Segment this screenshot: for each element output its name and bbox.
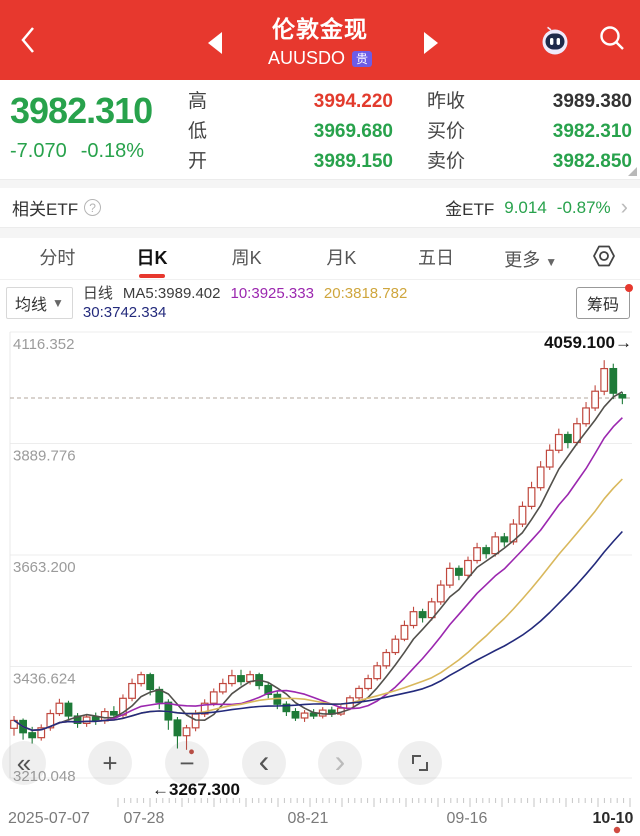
svg-text:3210.048: 3210.048 — [13, 768, 76, 785]
tab-monthly-k[interactable]: 月K — [326, 247, 357, 268]
legend-ma20: 20:3818.782 — [323, 285, 408, 302]
quote-row-open: 开 3989.150 — [188, 151, 393, 172]
chevron-down-icon: ▼ — [545, 254, 558, 269]
back-button[interactable] — [0, 0, 56, 80]
svg-text:3436.624: 3436.624 — [13, 671, 76, 688]
svg-text:10-10: 10-10 — [593, 810, 634, 827]
quote-panel: 3982.310 -7.070 -0.18% 高 3994.220 低 3969.6… — [0, 80, 640, 180]
svg-text:←3267.300: ←3267.300 — [152, 780, 240, 799]
svg-text:2025-07-07: 2025-07-07 — [8, 810, 90, 827]
related-etf-row[interactable]: 相关ETF ? 金ETF 9.014 -0.87% › — [0, 188, 640, 228]
legend-ma10: 10:3925.333 — [230, 285, 314, 302]
legend-period: 日线 — [82, 285, 113, 302]
chevron-down-icon: ▼ — [52, 296, 64, 310]
back-chevron-icon — [20, 26, 36, 54]
chips-distribution-button[interactable]: 筹码 — [575, 284, 633, 319]
svg-text:4116.352: 4116.352 — [13, 336, 74, 353]
prev-instrument-button[interactable] — [208, 32, 222, 54]
search-icon[interactable] — [598, 24, 626, 57]
assistant-robot-icon[interactable] — [538, 23, 572, 57]
tab-daily-k[interactable]: 日K — [105, 238, 200, 280]
zoom-in-button[interactable]: + — [88, 741, 132, 785]
legend-ma30: 30:3742.334 — [82, 304, 167, 321]
chevron-right-icon: › — [334, 743, 346, 779]
quote-row-ask: 卖价 3982.850 — [427, 151, 632, 172]
svg-text:4059.100→: 4059.100→ — [544, 333, 632, 352]
svg-text:3889.776: 3889.776 — [13, 448, 76, 465]
last-price: 3982.310 — [10, 90, 153, 131]
fullscreen-icon — [412, 755, 428, 771]
legend-ma5: MA5:3989.402 — [122, 285, 221, 302]
ma-selector-button[interactable]: 均线 ▼ — [6, 287, 73, 319]
etf-price: 9.014 — [504, 197, 547, 217]
svg-text:07-28: 07-28 — [124, 810, 165, 827]
quote-row-high: 高 3994.220 — [188, 91, 393, 112]
svg-text:08-21: 08-21 — [288, 810, 329, 827]
indicator-bar: 均线 ▼ 日线 MA5:3989.402 10:3925.333 20:3818… — [0, 280, 640, 326]
tab-five-day[interactable]: 五日 — [418, 247, 455, 268]
double-chevron-left-icon: « — [16, 748, 32, 778]
chart-settings-button[interactable] — [578, 243, 630, 274]
pan-left-button[interactable]: ‹ — [242, 741, 286, 785]
jump-to-start-button[interactable]: « — [2, 741, 46, 785]
price-change: -7.070 — [10, 140, 67, 162]
settings-hexagon-icon — [591, 243, 617, 274]
market-badge: 贵 — [352, 50, 373, 67]
app-header: 伦敦金现 AUUSDO 贵 — [0, 0, 640, 80]
divider — [0, 180, 640, 188]
etf-name: 金ETF — [445, 200, 495, 219]
kline-chart[interactable]: 4116.352 3889.776 3663.200 3436.624 3210.048… — [0, 326, 640, 836]
price-change-pct: -0.18% — [80, 140, 145, 162]
related-etf-label: 相关ETF — [12, 200, 79, 219]
plus-icon: + — [102, 748, 118, 778]
help-icon[interactable]: ? — [84, 199, 102, 216]
kline-chart-area[interactable]: 4116.352 3889.776 3663.200 3436.624 3210.048… — [0, 326, 640, 836]
zoom-out-button[interactable]: − — [165, 741, 209, 785]
quote-row-bid: 买价 3982.310 — [427, 121, 632, 142]
tab-weekly-k[interactable]: 周K — [231, 247, 262, 268]
pan-right-button[interactable]: › — [318, 741, 362, 785]
chevron-left-icon: ‹ — [258, 743, 270, 779]
quote-row-low: 低 3969.680 — [188, 121, 393, 142]
ma-legend: 日线 MA5:3989.402 10:3925.333 20:3818.782 … — [83, 284, 576, 322]
tab-minute[interactable]: 分时 — [39, 247, 76, 268]
notification-dot — [625, 284, 633, 292]
etf-change-pct: -0.87% — [556, 197, 611, 217]
svg-text:3663.200: 3663.200 — [13, 559, 76, 576]
chart-period-tabs: 分时 日K 周K 月K 五日 更多 ▼ — [0, 238, 640, 280]
next-instrument-button[interactable] — [424, 32, 438, 54]
svg-text:09-16: 09-16 — [447, 810, 488, 827]
resize-handle-icon — [628, 167, 637, 176]
divider — [0, 228, 640, 238]
minus-icon: − — [179, 748, 195, 778]
tab-more[interactable]: 更多 ▼ — [504, 249, 558, 270]
fullscreen-button[interactable] — [398, 741, 442, 785]
chevron-right-icon: › — [620, 193, 628, 219]
symbol-code: AUUSDO — [267, 48, 345, 68]
quote-row-prev-close: 昨收 3989.380 — [427, 91, 632, 112]
